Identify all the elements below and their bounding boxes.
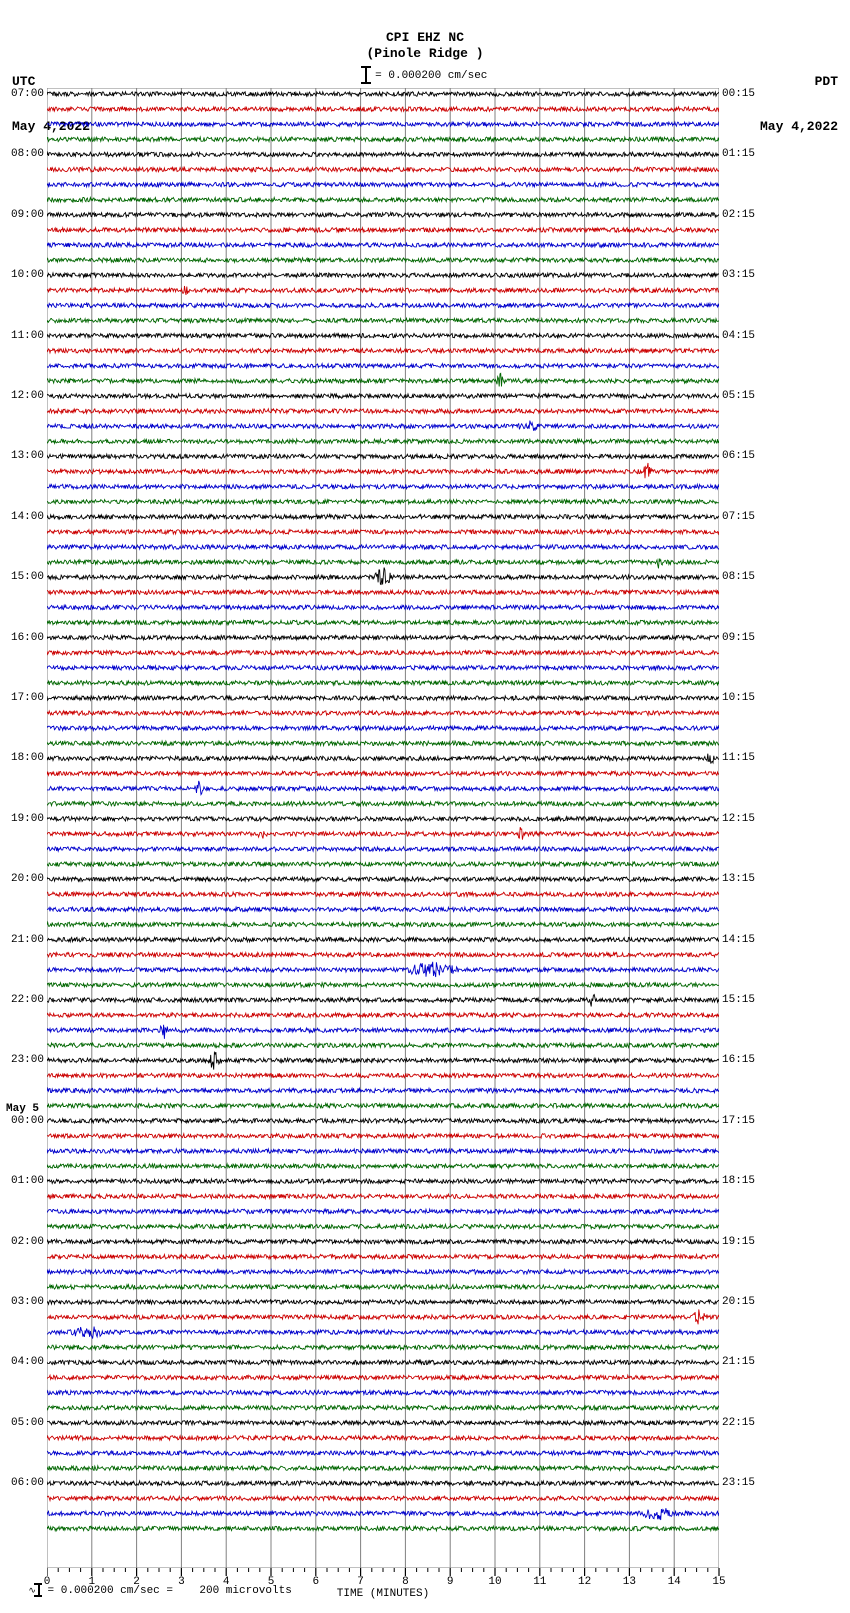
pdt-time-label: 12:15 bbox=[722, 814, 755, 825]
utc-time-label: 15:00 bbox=[2, 572, 44, 583]
utc-time-label: 20:00 bbox=[2, 874, 44, 885]
utc-time-label: 18:00 bbox=[2, 753, 44, 764]
utc-time-label: 16:00 bbox=[2, 633, 44, 644]
utc-time-label: 22:00 bbox=[2, 995, 44, 1006]
utc-time-label: 17:00 bbox=[2, 693, 44, 704]
day-break-label: May 5 bbox=[6, 1103, 39, 1115]
pdt-time-label: 17:15 bbox=[722, 1116, 755, 1127]
pdt-time-label: 21:15 bbox=[722, 1357, 755, 1368]
pdt-time-label: 02:15 bbox=[722, 210, 755, 221]
x-axis-title: TIME (MINUTES) bbox=[47, 1588, 719, 1600]
pdt-time-label: 13:15 bbox=[722, 874, 755, 885]
pdt-time-label: 01:15 bbox=[722, 149, 755, 160]
pdt-time-label: 10:15 bbox=[722, 693, 755, 704]
utc-time-label: 03:00 bbox=[2, 1297, 44, 1308]
utc-time-label: 04:00 bbox=[2, 1357, 44, 1368]
utc-time-label: 01:00 bbox=[2, 1176, 44, 1187]
pdt-time-label: 05:15 bbox=[722, 391, 755, 402]
pdt-time-label: 06:15 bbox=[722, 451, 755, 462]
utc-time-label: 14:00 bbox=[2, 512, 44, 523]
utc-time-label: 10:00 bbox=[2, 270, 44, 281]
utc-time-label: 08:00 bbox=[2, 149, 44, 160]
scale-text: = 0.000200 cm/sec bbox=[369, 70, 488, 82]
scale-legend: = 0.000200 cm/sec bbox=[0, 66, 850, 84]
utc-time-label: 11:00 bbox=[2, 331, 44, 342]
pdt-time-label: 11:15 bbox=[722, 753, 755, 764]
utc-time-label: 02:00 bbox=[2, 1237, 44, 1248]
seismogram-container: UTC May 4,2022 PDT May 4,2022 CPI EHZ NC… bbox=[0, 0, 850, 1613]
utc-time-label: 07:00 bbox=[2, 89, 44, 100]
utc-time-label: 23:00 bbox=[2, 1055, 44, 1066]
pdt-time-label: 04:15 bbox=[722, 331, 755, 342]
footer-scale-bar-icon bbox=[36, 1583, 41, 1597]
utc-time-label: 00:00 bbox=[2, 1116, 44, 1127]
utc-time-label: 12:00 bbox=[2, 391, 44, 402]
right-date: May 4,2022 bbox=[760, 119, 838, 134]
scale-bar-icon bbox=[363, 66, 369, 84]
pdt-time-label: 00:15 bbox=[722, 89, 755, 100]
pdt-time-label: 09:15 bbox=[722, 633, 755, 644]
pdt-time-label: 23:15 bbox=[722, 1478, 755, 1489]
pdt-time-label: 19:15 bbox=[722, 1237, 755, 1248]
pdt-time-label: 20:15 bbox=[722, 1297, 755, 1308]
pdt-time-label: 08:15 bbox=[722, 572, 755, 583]
station-name: (Pinole Ridge ) bbox=[0, 46, 850, 61]
utc-time-label: 21:00 bbox=[2, 935, 44, 946]
seismogram-svg bbox=[47, 88, 719, 1568]
pdt-time-label: 15:15 bbox=[722, 995, 755, 1006]
utc-time-label: 13:00 bbox=[2, 451, 44, 462]
pdt-time-label: 22:15 bbox=[722, 1418, 755, 1429]
pdt-time-label: 07:15 bbox=[722, 512, 755, 523]
pdt-time-label: 14:15 bbox=[722, 935, 755, 946]
seismogram-plot bbox=[47, 88, 719, 1568]
pdt-time-label: 03:15 bbox=[722, 270, 755, 281]
pdt-time-label: 16:15 bbox=[722, 1055, 755, 1066]
utc-time-label: 09:00 bbox=[2, 210, 44, 221]
right-tz-block: PDT May 4,2022 bbox=[760, 44, 838, 164]
utc-time-label: 06:00 bbox=[2, 1478, 44, 1489]
utc-time-label: 19:00 bbox=[2, 814, 44, 825]
station-code: CPI EHZ NC bbox=[0, 30, 850, 45]
utc-time-label: 05:00 bbox=[2, 1418, 44, 1429]
pdt-time-label: 18:15 bbox=[722, 1176, 755, 1187]
